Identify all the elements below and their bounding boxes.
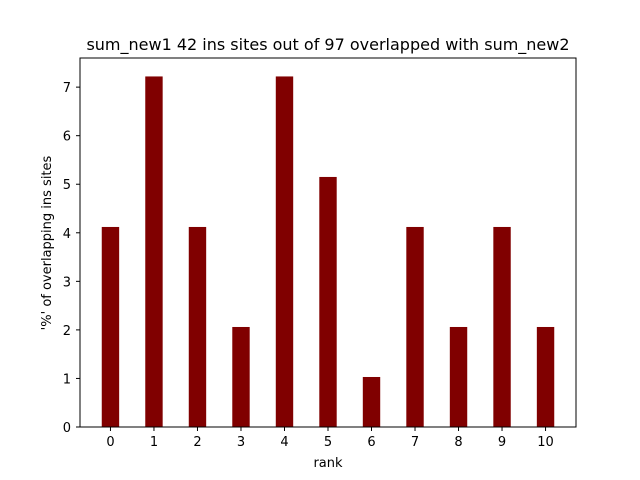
- bar-3: [232, 326, 250, 427]
- bar-2: [188, 226, 207, 427]
- y-tick-label: 5: [63, 178, 71, 193]
- y-tick-label: 6: [63, 130, 71, 145]
- y-tick-label: 7: [63, 81, 71, 96]
- x-axis: 0 1 2 3 4 5 6 7 8 9 10: [106, 427, 554, 450]
- bar-4: [275, 76, 294, 427]
- x-tick-label: 10: [537, 435, 554, 450]
- bar-1: [145, 76, 163, 427]
- plot-frame: [79, 57, 577, 428]
- x-tick-label: 6: [367, 435, 375, 450]
- x-tick-label: 0: [106, 435, 114, 450]
- bar-10: [536, 326, 555, 427]
- x-tick-label: 2: [193, 435, 201, 450]
- x-tick-label: 9: [498, 435, 506, 450]
- y-tick-label: 1: [63, 372, 71, 387]
- y-tick-label: 4: [63, 227, 71, 242]
- x-tick-label: 4: [280, 435, 288, 450]
- bar-0: [101, 226, 120, 427]
- bar-7: [406, 226, 424, 427]
- bars-group: [101, 76, 555, 427]
- x-tick-label: 3: [237, 435, 245, 450]
- bar-5: [319, 176, 337, 427]
- y-axis-label: '%' of overlapping ins sites: [40, 155, 55, 330]
- x-tick-label: 1: [150, 435, 158, 450]
- x-tick-label: 8: [454, 435, 462, 450]
- bar-9: [493, 226, 511, 427]
- x-tick-label: 7: [411, 435, 419, 450]
- bar-8: [449, 326, 468, 427]
- bar-6: [362, 376, 381, 427]
- y-tick-label: 2: [63, 324, 71, 339]
- x-axis-label: rank: [313, 456, 343, 471]
- chart-title: sum_new1 42 ins sites out of 97 overlapp…: [86, 35, 569, 55]
- y-tick-label: 3: [63, 275, 71, 290]
- y-tick-label: 0: [63, 421, 71, 436]
- y-axis: 0 1 2 3 4 5 6 7: [63, 81, 80, 436]
- x-tick-label: 5: [324, 435, 332, 450]
